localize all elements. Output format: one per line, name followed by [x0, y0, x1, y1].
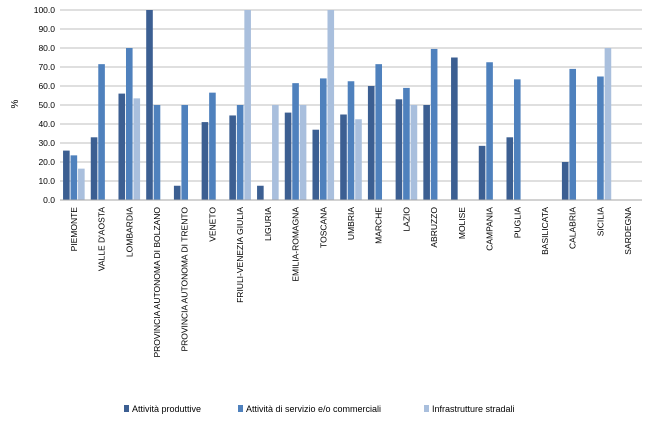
bar — [430, 48, 438, 201]
legend-label: Attività produttive — [132, 404, 201, 414]
bar — [375, 64, 383, 201]
y-tick-label: 70.0 — [38, 62, 55, 72]
bar — [229, 115, 236, 200]
bar — [209, 92, 216, 200]
x-tick-label: PROVINCIA AUTONOMA DI TRENTO — [180, 207, 190, 352]
bar — [561, 162, 569, 200]
bar — [312, 129, 320, 200]
x-tick-label: EMILIA-ROMAGNA — [291, 207, 301, 282]
x-tick-label: ABRUZZO — [429, 207, 439, 248]
bar — [272, 105, 279, 200]
bar — [299, 105, 307, 200]
x-tick-label: BASILICATA — [540, 207, 550, 255]
bar — [146, 10, 153, 200]
x-tick-label: PIEMONTE — [69, 207, 79, 252]
bar — [569, 68, 577, 201]
bar — [63, 150, 70, 200]
x-tick-label: CAMPANIA — [485, 207, 495, 251]
x-tick-label: SICILIA — [595, 207, 605, 237]
y-tick-label: 50.0 — [38, 100, 55, 110]
y-tick-label: 30.0 — [38, 138, 55, 148]
x-tick-label: UMBRIA — [346, 207, 356, 240]
bar — [153, 105, 161, 200]
y-tick-label: 0.0 — [43, 195, 55, 205]
y-tick-label: 40.0 — [38, 119, 55, 129]
y-tick-label: 80.0 — [38, 43, 55, 53]
bar — [181, 105, 189, 200]
y-axis-label: % — [10, 99, 21, 108]
x-tick-label: LOMBARDIA — [124, 207, 134, 257]
x-tick-label: LIGURIA — [263, 207, 273, 241]
bar — [236, 105, 244, 200]
bar — [118, 93, 126, 200]
bar — [506, 137, 514, 200]
bar — [78, 168, 85, 200]
bar — [347, 81, 355, 200]
legend-swatch — [238, 405, 243, 412]
x-tick-label: VALLE D'AOSTA — [97, 207, 107, 271]
bar — [513, 79, 521, 200]
bar — [340, 114, 347, 200]
y-axis-tick-labels: 0.0 10.0 20.0 30.0 40.0 50.0 60.0 70.0 80.0 90.0 1… — [34, 5, 56, 205]
bar — [133, 98, 141, 200]
bar — [367, 86, 375, 200]
bar — [451, 57, 458, 200]
bars — [63, 10, 612, 201]
legend: Attività produttive Attività di servizio … — [124, 404, 515, 414]
legend-swatch — [424, 405, 429, 412]
bar — [395, 99, 403, 200]
x-tick-label: PROVINCIA AUTONOMA DI BOLZANO — [152, 207, 162, 358]
y-tick-label: 100.0 — [34, 5, 56, 15]
bar — [292, 83, 299, 200]
x-axis-tick-labels: PIEMONTE VALLE D'AOSTA LOMBARDIA PROVINCIA … — [69, 207, 633, 358]
bar — [403, 87, 410, 200]
bar — [319, 78, 327, 200]
bar — [173, 185, 181, 200]
y-tick-label: 20.0 — [38, 157, 55, 167]
x-tick-label: VENETO — [207, 207, 217, 242]
x-tick-label: LAZIO — [401, 207, 411, 232]
bar — [423, 105, 430, 200]
bar — [410, 105, 418, 200]
x-tick-label: TOSCANA — [318, 207, 328, 248]
x-tick-label: PUGLIA — [512, 207, 522, 239]
bar — [98, 64, 105, 201]
bar — [70, 155, 78, 200]
bar — [90, 137, 98, 200]
legend-label: Infrastrutture stradali — [432, 404, 515, 414]
bar — [125, 48, 133, 200]
legend-swatch — [124, 405, 129, 412]
y-tick-label: 90.0 — [38, 24, 55, 34]
bar — [486, 62, 493, 200]
bar — [604, 48, 612, 200]
bar — [597, 76, 604, 200]
bar — [478, 145, 486, 200]
bar — [201, 122, 209, 200]
bar — [244, 10, 251, 200]
x-tick-label: SARDEGNA — [623, 207, 633, 255]
y-tick-label: 60.0 — [38, 81, 55, 91]
bar — [257, 185, 264, 200]
bar — [327, 10, 335, 200]
x-tick-label: MARCHE — [374, 207, 384, 244]
y-tick-label: 10.0 — [38, 176, 55, 186]
x-tick-label: MOLISE — [457, 207, 467, 239]
legend-label: Attività di servizio e/o commerciali — [246, 404, 381, 414]
x-tick-label: CALABRIA — [568, 207, 578, 249]
bar — [355, 119, 362, 200]
bar — [284, 112, 292, 200]
x-tick-label: FRIULI-VENEZIA GIULIA — [235, 207, 245, 303]
